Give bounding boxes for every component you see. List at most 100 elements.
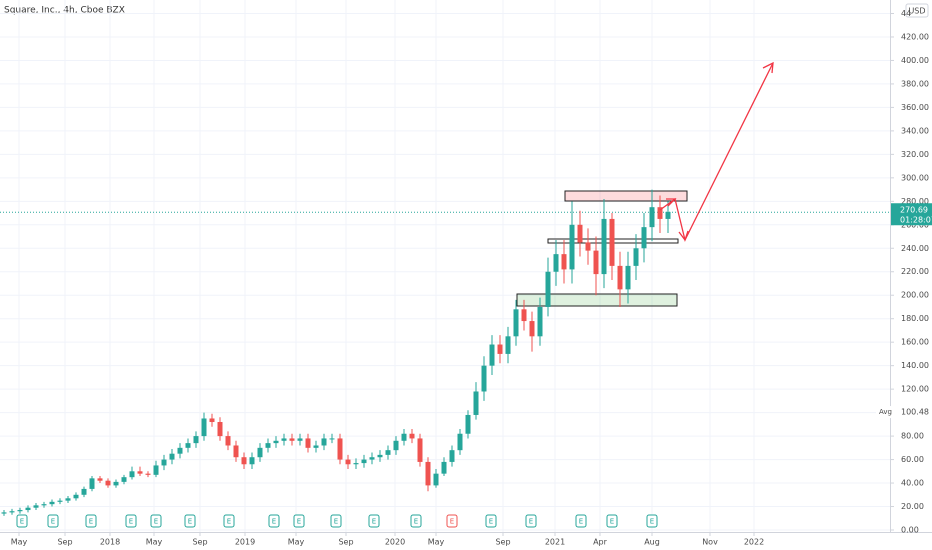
x-tick-label: May	[11, 538, 28, 547]
y-tick-label: 280.00	[901, 197, 929, 206]
candle-body	[249, 457, 255, 465]
avg-label: Avg	[879, 408, 892, 416]
y-tick-label: 240.00	[901, 244, 929, 253]
chart-title: Square, Inc., 4h, Cboe BZX	[4, 6, 125, 16]
candle-body	[193, 436, 199, 444]
earnings-label: E	[20, 518, 24, 526]
resistance-zone	[564, 190, 688, 202]
candle-body	[89, 478, 95, 489]
candle-body	[225, 436, 231, 446]
candle-body	[361, 459, 367, 464]
x-tick-label: 2020	[385, 538, 405, 547]
earnings-marker	[330, 514, 342, 528]
candle-body	[17, 510, 23, 512]
x-tick-label: Sep	[57, 538, 72, 547]
candle-body	[545, 271, 551, 307]
candle-body	[209, 418, 215, 423]
candle-body	[321, 438, 327, 446]
candle-body	[41, 504, 47, 506]
candle-body	[121, 477, 127, 482]
candle-body	[297, 438, 303, 441]
y-tick-label: 140.00	[901, 361, 929, 370]
candle-body	[129, 471, 135, 478]
candle-body	[49, 501, 55, 505]
last-price-box	[891, 203, 932, 226]
x-tick-label: Nov	[702, 538, 718, 547]
candle-body	[657, 207, 663, 219]
x-tick-label: Sep	[338, 538, 353, 547]
y-tick-label: 40.00	[901, 479, 924, 488]
candle-body	[353, 463, 359, 465]
x-tick-label: 2022	[744, 538, 764, 547]
candle-body	[489, 344, 495, 366]
candle-body	[457, 433, 463, 451]
candle-body	[401, 433, 407, 441]
candle-body	[585, 242, 591, 251]
y-tick-label: 380.00	[901, 79, 929, 88]
candle-body	[569, 224, 575, 270]
candle-body	[289, 438, 295, 441]
earnings-label: E	[297, 518, 301, 526]
candle-body	[537, 306, 543, 337]
candle-body	[553, 254, 559, 272]
earnings-marker	[16, 514, 28, 528]
candle-body	[393, 440, 399, 451]
earnings-marker	[446, 514, 458, 528]
candle-body	[529, 321, 535, 337]
earnings-label: E	[579, 518, 583, 526]
candle-body	[577, 224, 583, 243]
candle-body	[233, 445, 239, 458]
candle-body	[449, 450, 455, 462]
earnings-marker	[368, 514, 380, 528]
y-tick-label: 200.00	[901, 291, 929, 300]
y-tick-label: 160.00	[901, 338, 929, 347]
y-tick-label: 180.00	[901, 314, 929, 323]
earnings-marker	[47, 514, 59, 528]
earnings-marker	[150, 514, 162, 528]
candle-body	[633, 248, 639, 266]
candle-body	[33, 505, 39, 508]
candle-body	[513, 309, 519, 337]
earnings-marker	[125, 514, 137, 528]
earnings-label: E	[89, 518, 93, 526]
earnings-label: E	[489, 518, 493, 526]
earnings-marker	[293, 514, 305, 528]
earnings-label: E	[450, 518, 454, 526]
y-tick-label: 400.00	[901, 56, 929, 65]
earnings-marker	[268, 514, 280, 528]
earnings-label: E	[129, 518, 133, 526]
candle-body	[505, 336, 511, 354]
candle-body	[473, 391, 479, 415]
candle-body	[385, 450, 391, 455]
earnings-label: E	[272, 518, 276, 526]
candle-body	[601, 218, 607, 275]
candle-body	[609, 218, 615, 266]
y-tick-label: 340.00	[901, 126, 929, 135]
earnings-label: E	[334, 518, 338, 526]
projection-arrow	[659, 61, 774, 242]
projection-path	[659, 62, 774, 242]
earnings-marker	[485, 514, 497, 528]
candle-body	[369, 457, 375, 460]
candle-body	[201, 418, 207, 437]
x-tick-label: May	[428, 538, 445, 547]
earnings-marker	[646, 514, 658, 528]
candle-body	[425, 461, 431, 486]
avg-box	[876, 406, 932, 419]
earnings-marker	[85, 514, 97, 528]
candle-body	[65, 498, 71, 501]
currency: USD	[908, 7, 925, 16]
candle-body	[25, 507, 31, 511]
x-tick-label: Aug	[644, 538, 660, 547]
last-price-label: 270.69	[900, 206, 928, 215]
support-zone	[516, 293, 678, 307]
candle-body	[625, 265, 631, 290]
avg-value: 100.48	[901, 408, 929, 417]
earnings-label: E	[372, 518, 376, 526]
candle-body	[377, 454, 383, 458]
y-tick-label: 420.00	[901, 32, 929, 41]
currency-box	[905, 3, 929, 18]
candle-body	[593, 250, 599, 275]
